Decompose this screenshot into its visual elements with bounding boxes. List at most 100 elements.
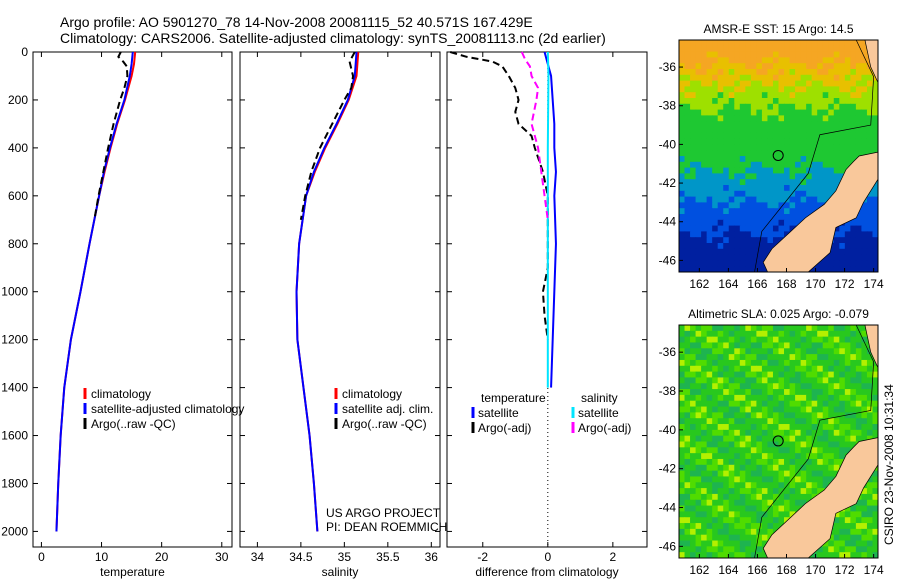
grid-cell xyxy=(734,394,741,402)
grid-cell xyxy=(701,115,708,122)
grid-cell xyxy=(800,57,807,64)
grid-cell xyxy=(844,156,851,163)
grid-cell xyxy=(745,260,752,267)
grid-cell xyxy=(739,406,746,413)
grid-cell xyxy=(817,51,824,58)
grid-cell xyxy=(833,173,840,180)
grid-cell xyxy=(828,540,835,547)
series-line-climatology xyxy=(55,51,137,532)
grid-cell xyxy=(822,150,829,157)
grid-cell xyxy=(701,161,708,169)
grid-cell xyxy=(772,400,780,408)
grid-cell xyxy=(712,150,719,157)
grid-cell xyxy=(712,400,719,408)
grid-cell xyxy=(723,523,730,530)
grid-cell xyxy=(712,482,719,489)
grid-cell xyxy=(872,231,878,238)
grid-cell xyxy=(739,517,746,524)
grid-cell xyxy=(778,202,785,209)
grid-cell xyxy=(679,185,686,192)
grid-cell xyxy=(800,342,807,349)
grid-cell xyxy=(817,336,824,344)
grid-cell xyxy=(728,505,735,512)
grid-cell xyxy=(822,371,829,379)
grid-cell xyxy=(850,342,857,349)
grid-cell xyxy=(684,511,691,518)
grid-cell xyxy=(778,458,785,466)
grid-cell xyxy=(833,418,840,425)
grid-cell xyxy=(778,412,785,419)
grid-cell xyxy=(690,435,697,443)
grid-cell xyxy=(839,354,846,361)
grid-cell xyxy=(828,86,835,93)
grid-cell xyxy=(839,371,846,379)
grid-cell xyxy=(745,74,752,82)
grid-cell xyxy=(806,86,813,93)
grid-cell xyxy=(739,98,746,105)
grid-cell xyxy=(717,429,724,437)
grid-cell xyxy=(739,371,746,379)
grid-cell xyxy=(767,173,774,180)
title-line-1: Argo profile: AO 5901270_78 14-Nov-2008 … xyxy=(60,14,533,30)
grid-cell xyxy=(795,190,802,198)
grid-cell xyxy=(772,458,780,466)
grid-cell xyxy=(839,260,846,267)
grid-cell xyxy=(739,365,746,373)
grid-cell xyxy=(761,248,769,256)
grid-cell xyxy=(750,202,757,209)
grid-cell xyxy=(717,214,724,221)
grid-cell xyxy=(679,534,686,542)
grid-cell xyxy=(679,458,686,466)
grid-cell xyxy=(739,161,746,169)
grid-cell xyxy=(750,237,757,244)
grid-cell xyxy=(761,103,769,111)
grid-cell xyxy=(701,150,708,157)
grid-cell xyxy=(828,190,835,198)
grid-cell xyxy=(739,231,746,238)
grid-cell xyxy=(872,214,878,221)
grid-cell xyxy=(789,371,796,379)
grid-cell xyxy=(690,406,697,413)
grid-cell xyxy=(739,336,746,344)
grid-cell xyxy=(679,493,686,501)
grid-cell xyxy=(712,371,719,379)
grid-cell xyxy=(772,435,780,443)
grid-cell xyxy=(679,109,686,116)
grid-cell xyxy=(695,517,702,524)
grid-cell xyxy=(684,254,691,261)
grid-cell xyxy=(817,412,824,419)
grid-cell xyxy=(789,435,796,443)
grid-cell xyxy=(745,400,752,408)
grid-cell xyxy=(789,121,796,128)
grid-cell xyxy=(822,57,829,64)
grid-cell xyxy=(795,488,802,495)
grid-cell xyxy=(795,219,802,227)
grid-cell xyxy=(756,138,763,145)
grid-cell xyxy=(684,441,691,448)
grid-cell xyxy=(684,330,691,338)
grid-cell xyxy=(701,394,708,402)
grid-cell xyxy=(806,488,813,495)
grid-cell xyxy=(728,254,735,261)
grid-cell xyxy=(723,260,730,267)
grid-cell xyxy=(717,540,724,547)
grid-cell xyxy=(723,458,730,466)
grid-cell xyxy=(734,115,741,122)
y-tick-label: -46 xyxy=(659,539,677,553)
grid-cell xyxy=(795,92,802,99)
grid-cell xyxy=(772,103,780,111)
grid-cell xyxy=(717,493,724,501)
grid-cell xyxy=(828,69,835,76)
grid-cell xyxy=(855,225,863,232)
grid-cell xyxy=(679,86,686,93)
grid-cell xyxy=(861,103,868,111)
grid-cell xyxy=(734,342,741,349)
grid-cell xyxy=(855,383,863,390)
grid-cell xyxy=(817,103,824,111)
grid-cell xyxy=(828,325,835,332)
x-tick-label: 35 xyxy=(338,550,352,564)
grid-cell xyxy=(828,534,835,542)
grid-cell xyxy=(855,424,863,431)
grid-cell xyxy=(745,167,752,174)
grid-cell xyxy=(756,57,763,64)
